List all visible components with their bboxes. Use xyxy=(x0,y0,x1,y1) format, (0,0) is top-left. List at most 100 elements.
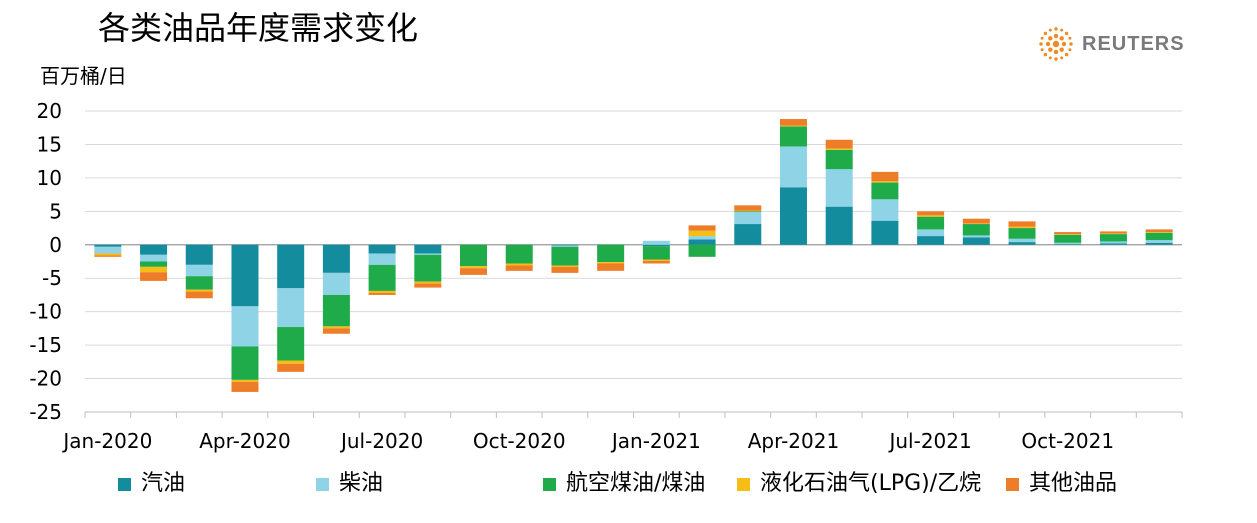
bar-segment xyxy=(1008,238,1036,243)
y-tick-label: -15 xyxy=(29,333,62,357)
bar-segment xyxy=(231,346,259,380)
bar-segment xyxy=(779,146,807,188)
bar-segment xyxy=(322,272,350,295)
bar-segment xyxy=(322,294,350,327)
bar-segment xyxy=(231,379,259,382)
bar-segment xyxy=(414,281,442,284)
bar-segment xyxy=(368,292,396,295)
bar-segment xyxy=(734,210,762,212)
bar-segment xyxy=(597,244,625,263)
bar-segment xyxy=(1008,228,1036,239)
bar-segment xyxy=(140,261,168,267)
legend-swatch xyxy=(118,477,131,491)
bar-segment xyxy=(1099,243,1127,245)
bar-segment xyxy=(551,265,579,267)
legend-swatch xyxy=(316,477,329,491)
legend: 汽油 柴油 航空煤油/煤油 液化石油气(LPG)/乙烷 其他油品 xyxy=(0,462,1257,506)
reuters-logo: REUTERS xyxy=(1038,26,1185,62)
bar-segment xyxy=(688,239,716,245)
bar-segment xyxy=(185,276,213,290)
bar-segment xyxy=(231,381,259,392)
bar-segment xyxy=(551,245,579,247)
bar-segment xyxy=(917,215,945,217)
bar-segment xyxy=(368,264,396,291)
bar-segment xyxy=(460,244,488,267)
y-tick-label: 0 xyxy=(49,233,62,257)
bar-segment xyxy=(734,224,762,245)
bar-segment xyxy=(871,199,899,221)
bar-segment xyxy=(1145,232,1173,241)
bar-segment xyxy=(1054,242,1082,245)
bar-segment xyxy=(917,229,945,237)
bar-segment xyxy=(551,246,579,266)
bar-segment xyxy=(505,265,533,271)
bar-segment xyxy=(1008,221,1036,227)
bar-segment xyxy=(642,240,670,245)
y-tick-label: 15 xyxy=(37,132,62,156)
bar-segment xyxy=(597,263,625,271)
bar-segment xyxy=(231,244,259,307)
bar-segment xyxy=(825,206,853,245)
bar-segment xyxy=(642,246,670,260)
bar-segment xyxy=(414,283,442,288)
legend-item: 液化石油气(LPG)/乙烷 xyxy=(737,462,981,506)
y-tick-label: 20 xyxy=(37,99,62,123)
bar-segment xyxy=(962,223,990,225)
bar-segment xyxy=(1054,234,1082,243)
bar-segment xyxy=(825,149,853,170)
bar-segment xyxy=(779,126,807,147)
legend-item: 柴油 xyxy=(316,462,383,506)
legend-item: 航空煤油/煤油 xyxy=(543,462,705,506)
bar-segment xyxy=(962,218,990,224)
bar-segment xyxy=(779,187,807,245)
bar-segment xyxy=(825,139,853,149)
legend-swatch xyxy=(737,477,750,491)
bar-segment xyxy=(140,266,168,273)
bar-segment xyxy=(962,224,990,236)
bar-segment xyxy=(94,244,122,247)
y-tick-label: -25 xyxy=(29,400,62,424)
bar-segment xyxy=(322,328,350,334)
bar-segment xyxy=(414,254,442,282)
legend-item: 汽油 xyxy=(118,462,185,506)
bar-segment xyxy=(185,289,213,292)
bar-segment xyxy=(94,253,122,256)
x-tick-label: Oct-2020 xyxy=(473,429,566,453)
y-tick-label: -5 xyxy=(42,266,62,290)
bar-segment xyxy=(688,230,716,237)
legend-swatch xyxy=(1006,477,1019,491)
bar-segment xyxy=(1054,232,1082,235)
x-tick-label: Oct-2021 xyxy=(1021,429,1114,453)
reuters-logo-icon xyxy=(1039,27,1073,61)
y-tick-label: -20 xyxy=(29,367,62,391)
bar-segment xyxy=(551,244,579,246)
bar-segment xyxy=(688,225,716,231)
bar-segment xyxy=(1008,242,1036,245)
bar-segment xyxy=(871,220,899,245)
bar-segment xyxy=(871,182,899,200)
bar-segment xyxy=(140,254,168,262)
bar-segment xyxy=(94,246,122,254)
bar-segment xyxy=(917,216,945,230)
bar-segment xyxy=(231,306,259,347)
bar-segment xyxy=(1145,240,1173,243)
y-tick-label: -10 xyxy=(29,300,62,324)
bar-segment xyxy=(779,119,807,126)
bar-segment xyxy=(871,181,899,183)
bar-segment xyxy=(185,244,213,265)
bar-segment xyxy=(185,264,213,277)
gridlines xyxy=(85,110,1182,413)
legend-label: 航空煤油/煤油 xyxy=(566,471,706,496)
bar-segment xyxy=(368,253,396,265)
bar-segment xyxy=(1145,242,1173,245)
bar-segment xyxy=(871,171,899,182)
bar-segment xyxy=(185,291,213,299)
stacked-bar-chart: 20 15 10 5 0 -5 -10 -15 -20 -25 Jan-2020 Apr-2020 Ju… xyxy=(29,99,1183,453)
bar-segment xyxy=(505,244,533,264)
x-tick-label: Apr-2020 xyxy=(199,429,290,453)
bar-segment xyxy=(505,263,533,266)
axes: 20 15 10 5 0 -5 -10 -15 -20 -25 Jan-2020 Apr-2020 Ju… xyxy=(29,99,1183,453)
bar-segment xyxy=(642,259,670,261)
bar-segment xyxy=(688,244,716,257)
legend-label: 汽油 xyxy=(141,471,186,496)
